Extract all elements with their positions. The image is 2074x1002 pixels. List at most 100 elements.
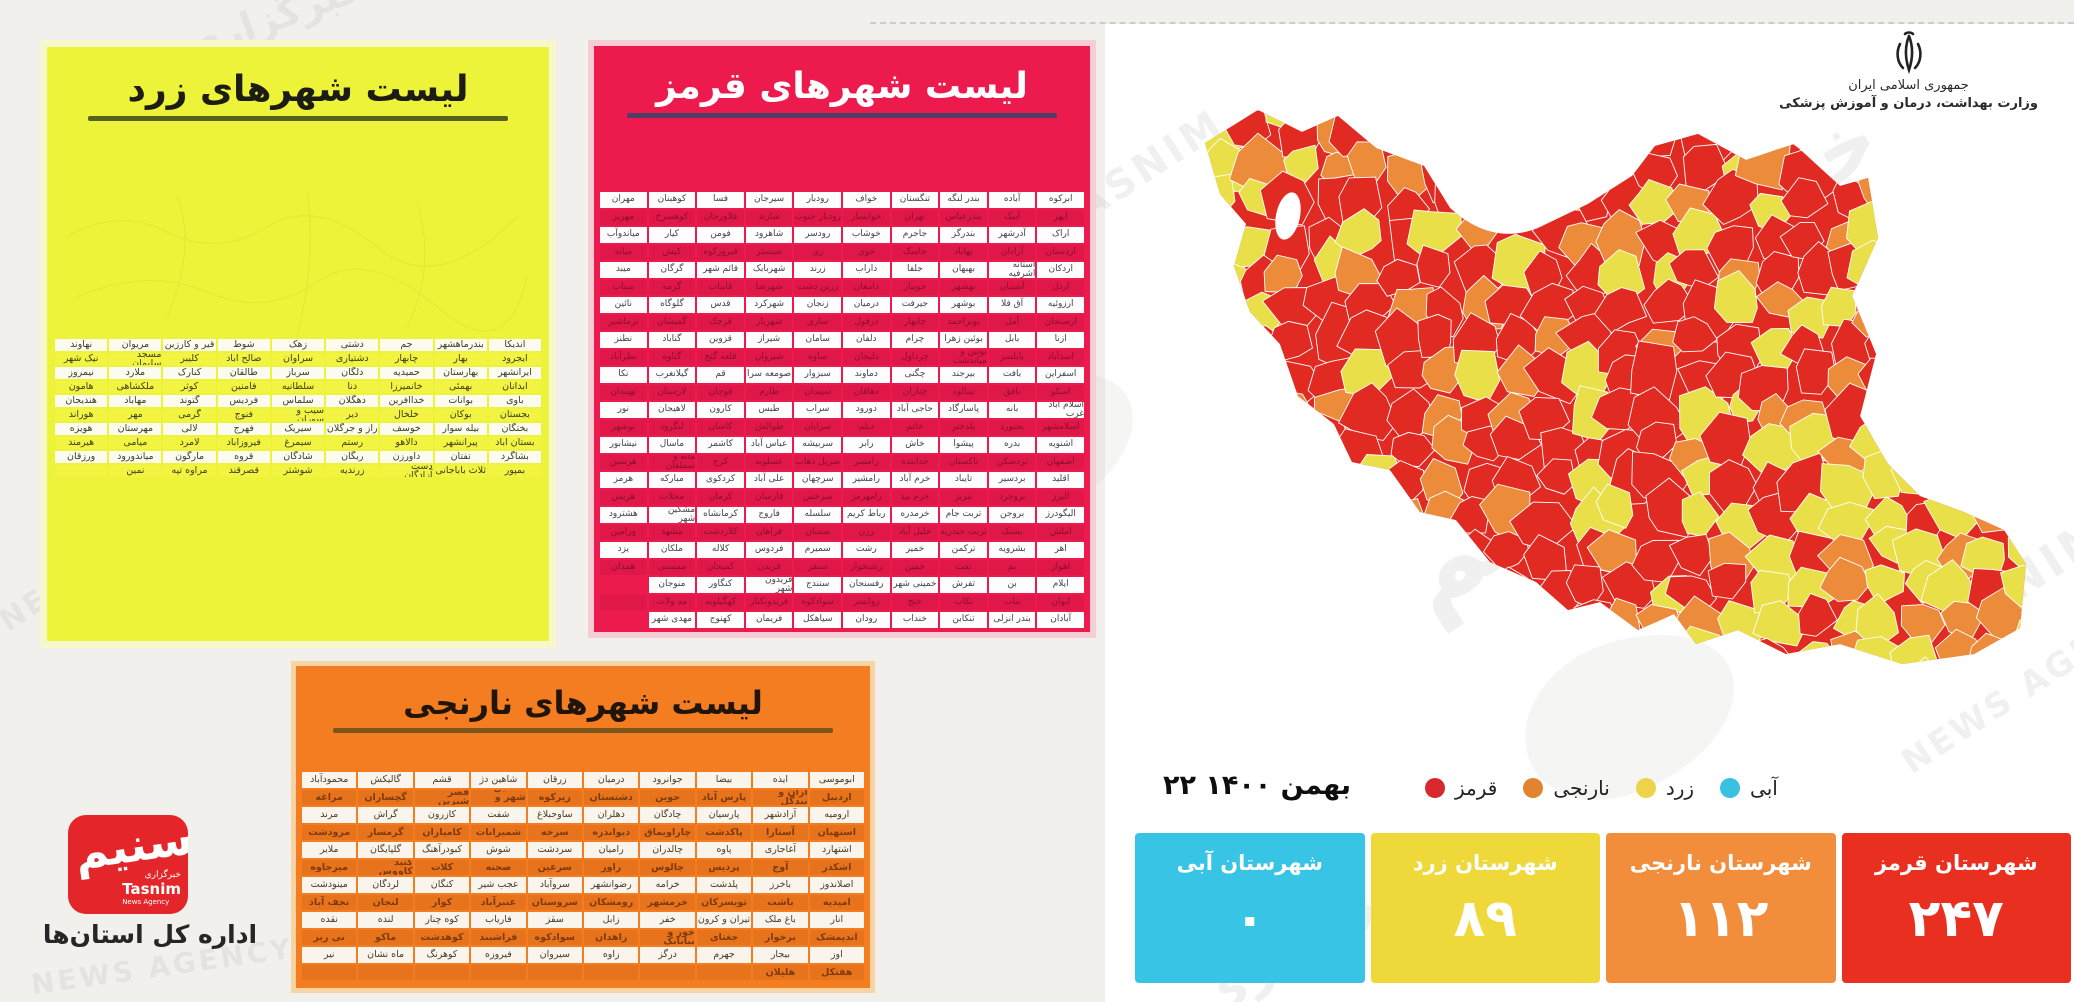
red-panel-title: لیست شهرهای قرمز bbox=[656, 66, 1028, 107]
county-shape bbox=[1778, 657, 1846, 664]
county-shape bbox=[1236, 523, 1288, 569]
city-cell: ورامین bbox=[600, 524, 647, 540]
city-cell: اردکان bbox=[1037, 262, 1084, 278]
city-row: البرز بروجرد تبریز خرم بید رامهرمز سرخس فارسان… bbox=[600, 489, 1084, 505]
county-shape bbox=[1190, 698, 1250, 748]
city-cell: تویسرکان bbox=[696, 894, 752, 910]
county-shape bbox=[1608, 663, 1662, 664]
county-shape bbox=[1867, 390, 1906, 433]
city-cell: سراب bbox=[794, 402, 842, 418]
city-cell: فسا bbox=[697, 192, 744, 208]
city-cell: بانه bbox=[988, 402, 1036, 418]
county-shape bbox=[1381, 110, 1425, 124]
city-cell: ری bbox=[794, 244, 842, 260]
county-shape bbox=[1236, 380, 1284, 438]
county-shape bbox=[1902, 110, 1939, 122]
city-cell: گناباد bbox=[648, 332, 696, 348]
city-cell: کارون bbox=[697, 402, 744, 418]
city-cell: زنجان bbox=[794, 297, 842, 313]
county-shape bbox=[1755, 672, 1789, 712]
city-cell: بندرگز bbox=[940, 227, 987, 243]
county-shape bbox=[1780, 177, 1829, 219]
city-cell: خوانسار bbox=[843, 209, 890, 225]
county-shape bbox=[1270, 567, 1314, 604]
city-cell: خاش bbox=[891, 437, 939, 453]
city-cell: مینودشت bbox=[302, 877, 357, 893]
department-label: اداره کل استان‌ها bbox=[42, 920, 258, 949]
county-shape bbox=[1752, 600, 1807, 647]
city-cell: بویراحمد bbox=[940, 314, 987, 330]
stat-label: شهرستان آبی bbox=[1176, 851, 1323, 875]
county-shape bbox=[1567, 134, 1615, 195]
city-cell: سمیرم bbox=[794, 542, 842, 558]
city-cell: کلاردشت bbox=[697, 524, 744, 540]
city-cell: بردسکن bbox=[988, 454, 1036, 470]
city-cell: کوهبنان bbox=[648, 192, 696, 208]
county-shape bbox=[1928, 705, 1976, 748]
city-cell: بهشهر bbox=[940, 279, 987, 295]
stat-box: شهرستان زرد ۸۹ bbox=[1370, 833, 1600, 983]
county-shape bbox=[1232, 433, 1281, 481]
city-cell: بندرعباس bbox=[940, 209, 987, 225]
city-cell: جوین bbox=[640, 789, 695, 805]
county-shape bbox=[1889, 634, 1940, 664]
iran-choropleth-map bbox=[1190, 110, 2026, 748]
city-cell: بافق bbox=[988, 384, 1036, 400]
city-cell: سروستان bbox=[527, 894, 582, 910]
city-cell: جغتای bbox=[696, 929, 752, 945]
city-cell: داراب bbox=[843, 262, 890, 278]
city-cell: فریدون شهر bbox=[745, 577, 793, 593]
city-cell: لنگرود bbox=[648, 419, 696, 435]
city-cell: زیرکوه bbox=[527, 789, 582, 805]
county-shape bbox=[1223, 572, 1276, 614]
city-cell: میاندورود bbox=[109, 451, 162, 463]
legend-row: ۲۲ بهمن ۱۴۰۰ قرمز نارنجی زرد آبی bbox=[1135, 766, 2055, 812]
city-cell: اهر bbox=[1037, 542, 1084, 558]
city-cell: آوج bbox=[753, 859, 808, 875]
county-shape bbox=[1795, 348, 1837, 395]
county-shape bbox=[1205, 382, 1260, 437]
county-shape bbox=[1965, 448, 2010, 504]
city-cell: روانسر bbox=[843, 594, 890, 610]
city-cell: کاشان bbox=[697, 419, 744, 435]
city-cell: بشرویه bbox=[988, 542, 1036, 558]
city-cell: طوالش bbox=[745, 419, 793, 435]
city-cell: خنج bbox=[891, 594, 939, 610]
city-cell: بوئین و میاندشت bbox=[940, 349, 987, 365]
city-cell: شیراز bbox=[745, 332, 793, 348]
city-cell: لردگان bbox=[358, 877, 413, 893]
city-cell: خرامه bbox=[640, 877, 695, 893]
county-shape bbox=[1413, 539, 1463, 586]
county-shape bbox=[1713, 269, 1758, 323]
legend-item: زرد bbox=[1635, 776, 1694, 800]
city-cell bbox=[55, 465, 108, 477]
city-row: آبدانان بهمئی خانمیرزا دنا سلطانیه فامنین کوثر… bbox=[55, 381, 541, 393]
city-cell: بم bbox=[988, 559, 1036, 575]
city-cell: سرخس bbox=[794, 489, 842, 505]
city-cell: فراشبند bbox=[471, 929, 526, 945]
yellow-title-rule bbox=[88, 116, 508, 121]
city-cell: تیران و کرون bbox=[696, 912, 752, 928]
county-shape bbox=[1268, 463, 1315, 513]
city-cell: سرپل ذهاب bbox=[794, 454, 842, 470]
city-cell: فنوج bbox=[217, 409, 270, 421]
city-cell: سراوان bbox=[271, 353, 325, 365]
city-cell: پاکدشت bbox=[696, 824, 752, 840]
city-cell: کرمانشاه bbox=[697, 507, 744, 523]
city-cell: جلفا bbox=[891, 262, 939, 278]
city-cell: زاهدان bbox=[584, 929, 639, 945]
city-cell: لاهیجان bbox=[648, 402, 696, 418]
city-cell: شاهرود bbox=[745, 227, 793, 243]
city-cell: ملکشاهی bbox=[109, 381, 162, 393]
city-cell: دهگلان bbox=[326, 395, 379, 407]
county-shape bbox=[1205, 428, 1243, 474]
city-row: بمپور ثلاث باباجانی دشت آزادگان زرندیه شوشتر… bbox=[55, 465, 541, 477]
county-shape bbox=[1927, 216, 1975, 258]
city-row: اسکو بافق بینالود چناران دهاقان سپیدان طارم قوچ… bbox=[600, 384, 1084, 400]
county-shape bbox=[1612, 110, 1657, 123]
city-cell: رودبار bbox=[794, 192, 842, 208]
county-shape bbox=[1426, 598, 1471, 639]
city-cell: فریدونکنار bbox=[745, 594, 793, 610]
city-cell: باخرز bbox=[753, 877, 808, 893]
city-cell: خدابنده bbox=[891, 454, 939, 470]
